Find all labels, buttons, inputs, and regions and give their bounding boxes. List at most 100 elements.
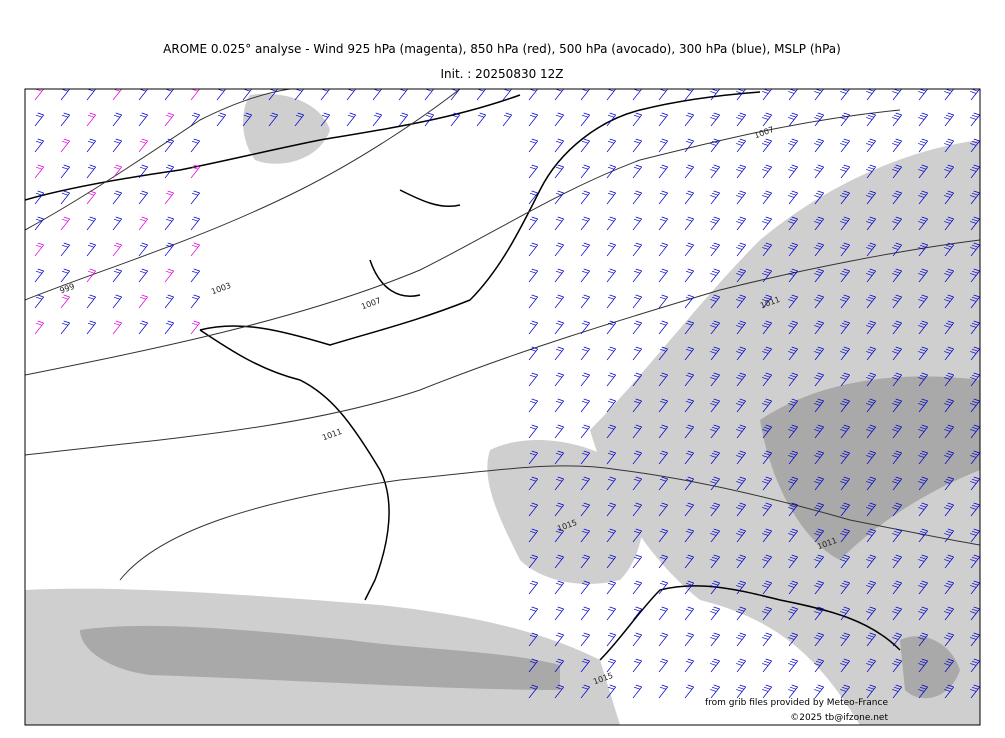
wind-barb [944, 372, 954, 387]
wind-barb [918, 346, 928, 361]
wind-barb [788, 346, 798, 361]
wind-barb [814, 346, 824, 361]
wind-barb [892, 606, 902, 621]
wind-barb [970, 294, 980, 309]
wind-barb [684, 164, 694, 179]
wind-barb [658, 372, 668, 387]
wind-barb [814, 398, 824, 413]
wind-barb [658, 294, 668, 309]
wind-barb [866, 502, 876, 517]
wind-barb [814, 684, 824, 699]
wind-barb [710, 89, 720, 101]
wind-barb [918, 554, 928, 569]
wind-barb [918, 502, 928, 517]
wind-barb [788, 164, 798, 179]
wind-barb [788, 268, 798, 283]
wind-barb [580, 372, 590, 387]
wind-barb [632, 216, 642, 231]
wind-barb [86, 138, 96, 153]
wind-barb [112, 320, 122, 335]
wind-barb [658, 424, 668, 439]
wind-barb [632, 138, 642, 153]
wind-barb [528, 606, 538, 621]
wind-barb [86, 320, 96, 335]
wind-barb [346, 89, 356, 101]
wind-barb [866, 528, 876, 543]
wind-barb [710, 502, 720, 517]
wind-barb [632, 398, 642, 413]
wind-barb [762, 242, 772, 257]
wind-barb [736, 554, 746, 569]
wind-barb [554, 684, 564, 699]
wind-barb [658, 190, 668, 205]
wind-barb [736, 398, 746, 413]
wind-barb [762, 112, 772, 127]
wind-barb [580, 502, 590, 517]
wind-barb [944, 684, 954, 699]
wind-barb [554, 632, 564, 647]
wind-barb [684, 502, 694, 517]
wind-barb [866, 190, 876, 205]
wind-barb [918, 138, 928, 153]
wind-barb [684, 346, 694, 361]
wind-barb [138, 320, 148, 335]
wind-barb [112, 216, 122, 231]
wind-barb [814, 502, 824, 517]
wind-barb [944, 164, 954, 179]
wind-barb [606, 216, 616, 231]
wind-barb [372, 112, 382, 127]
wind-barb [580, 450, 590, 465]
wind-barb [840, 320, 850, 335]
wind-barb [112, 294, 122, 309]
wind-barb [138, 89, 148, 101]
wind-barb [86, 294, 96, 309]
wind-barb [970, 528, 980, 543]
wind-barb [684, 424, 694, 439]
wind-barb [892, 528, 902, 543]
wind-barb [736, 658, 746, 673]
wind-barb [944, 450, 954, 465]
wind-barb [34, 164, 44, 179]
wind-barb [840, 476, 850, 491]
wind-barb [762, 89, 772, 101]
wind-barb [580, 606, 590, 621]
wind-barb [112, 190, 122, 205]
wind-barb [528, 424, 538, 439]
wind-barb [476, 89, 486, 101]
wind-barb [294, 89, 304, 101]
wind-barb [554, 398, 564, 413]
wind-barb [710, 450, 720, 465]
wind-barb [658, 476, 668, 491]
wind-barb [918, 112, 928, 127]
wind-barb [580, 320, 590, 335]
wind-barb [918, 294, 928, 309]
wind-barb [710, 632, 720, 647]
wind-barb [866, 346, 876, 361]
wind-barb [554, 424, 564, 439]
wind-barb [580, 528, 590, 543]
wind-barb [710, 528, 720, 543]
wind-barb [866, 138, 876, 153]
wind-barb [528, 112, 538, 127]
wind-barb [710, 216, 720, 231]
wind-barb [762, 580, 772, 595]
wind-barb [34, 268, 44, 283]
wind-barb [918, 528, 928, 543]
wind-barb [554, 216, 564, 231]
wind-barb [840, 268, 850, 283]
wind-barb [788, 606, 798, 621]
wind-barb [86, 216, 96, 231]
wind-barb [684, 658, 694, 673]
wind-barb [658, 450, 668, 465]
wind-barb [476, 112, 486, 127]
wind-barb [632, 658, 642, 673]
wind-barb [658, 242, 668, 257]
wind-barb [762, 658, 772, 673]
wind-barb [918, 632, 928, 647]
wind-barb [762, 502, 772, 517]
wind-barb [736, 346, 746, 361]
wind-barb [450, 89, 460, 101]
wind-barb [632, 89, 642, 101]
wind-barb [970, 89, 980, 101]
wind-barb [970, 632, 980, 647]
